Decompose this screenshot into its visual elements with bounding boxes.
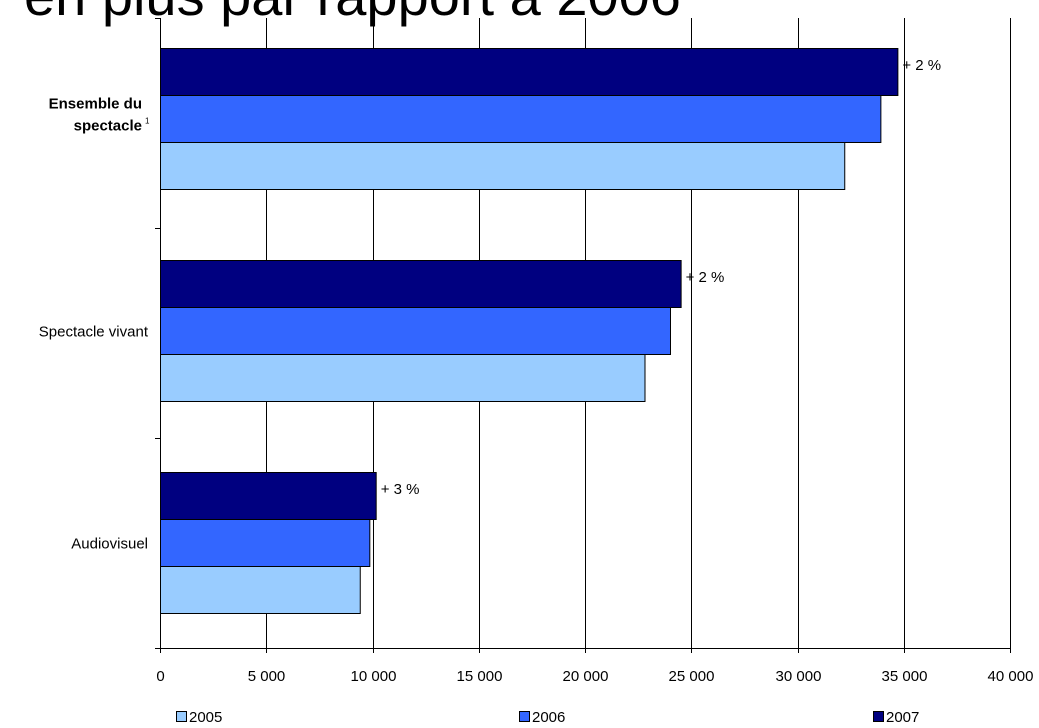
legend-label-2005: 2005 bbox=[189, 709, 222, 726]
page-title: en plus par rapport à 2006 bbox=[24, 0, 681, 24]
x-tick-label: 5 000 bbox=[248, 668, 286, 685]
bar-2005 bbox=[160, 566, 361, 614]
legend-swatch-2005 bbox=[176, 711, 187, 722]
legend-label-2006: 2006 bbox=[532, 709, 565, 726]
category-footnote-mark: 1 bbox=[145, 117, 150, 126]
x-tick-label: 30 000 bbox=[776, 668, 822, 685]
bar-annotation: + 3 % bbox=[381, 481, 420, 498]
legend-swatch-2006 bbox=[519, 711, 530, 722]
x-tick-label: 15 000 bbox=[457, 668, 503, 685]
category-labels: Ensemble du spectacle 1 Spectacle vivant Aud… bbox=[39, 96, 150, 553]
legend-label-2007: 2007 bbox=[886, 709, 919, 726]
category-label: Spectacle vivant bbox=[39, 324, 149, 341]
bar-annotation: + 2 % bbox=[902, 57, 941, 74]
x-tick-label: 40 000 bbox=[988, 668, 1034, 685]
legend-swatch-2007 bbox=[873, 711, 884, 722]
category-label: Audiovisuel bbox=[71, 536, 148, 553]
x-tick-label: 35 000 bbox=[882, 668, 928, 685]
bar-2005 bbox=[160, 354, 646, 402]
bar-annotation: + 2 % bbox=[686, 269, 725, 286]
bar-2006 bbox=[160, 307, 671, 355]
legend: 2005 2006 2007 bbox=[176, 709, 919, 726]
bar-2006 bbox=[160, 95, 882, 143]
x-tick-labels: 0 5 000 10 000 15 000 20 000 25 000 30 000 35 0… bbox=[156, 668, 1033, 685]
bars bbox=[160, 48, 899, 614]
x-tick-label: 10 000 bbox=[351, 668, 397, 685]
bar-2007 bbox=[160, 472, 377, 520]
bar-2007 bbox=[160, 48, 899, 96]
bar-2005 bbox=[160, 142, 846, 190]
axes bbox=[155, 18, 1011, 653]
category-label: Ensemble du spectacle bbox=[49, 96, 142, 135]
x-tick-label: 25 000 bbox=[669, 668, 715, 685]
x-tick-label: 0 bbox=[156, 668, 164, 685]
x-tick-label: 20 000 bbox=[563, 668, 609, 685]
bar-2006 bbox=[160, 519, 371, 567]
bar-2007 bbox=[160, 260, 682, 308]
annotations: + 2 % + 2 % + 3 % bbox=[381, 57, 941, 498]
